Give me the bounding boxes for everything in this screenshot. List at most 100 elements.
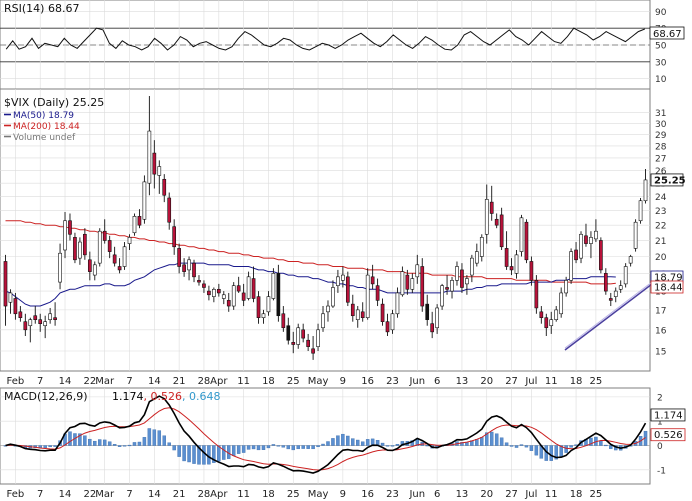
macd-histogram-bar <box>187 445 191 463</box>
candle-body <box>28 319 33 327</box>
macd-histogram-bar <box>529 445 534 451</box>
candle-body <box>13 298 18 315</box>
macd-histogram-bar <box>321 443 325 446</box>
macd-histogram-bar <box>301 445 305 449</box>
legend-label: MA(200) 18.44 <box>13 122 80 132</box>
macd-histogram-bar <box>102 439 107 446</box>
macd-histogram-bar <box>316 445 320 448</box>
candle-body <box>306 339 310 347</box>
macd-histogram-bar <box>604 444 608 447</box>
macd-histogram-bar <box>504 442 509 446</box>
macd-histogram-bar <box>261 445 266 450</box>
candle-body <box>628 256 633 264</box>
macd-histogram-bar <box>331 438 335 446</box>
price-last-label: 18.79 <box>654 272 683 283</box>
candle-body <box>370 276 375 285</box>
candle-body <box>584 235 588 244</box>
macd-histogram-bar <box>202 445 206 465</box>
macd-histogram-bar <box>554 445 558 460</box>
candle-body <box>276 273 281 317</box>
macd-histogram-bar <box>460 442 464 446</box>
macd-histogram-bar <box>236 445 241 454</box>
macd-histogram-bar <box>142 437 147 446</box>
rsi-panel: 9070503010 RSI(14) 68.67 68.67 <box>0 0 685 90</box>
macd-title-prefix: MACD(12,26,9) <box>4 390 88 403</box>
price-tick-label: 21 <box>655 237 666 247</box>
macd-histogram-bar <box>346 435 350 446</box>
ma200-line <box>5 220 616 285</box>
x-axis-label: Jun <box>408 376 425 387</box>
x-axis-label: 11 <box>545 376 558 387</box>
candle-body <box>8 292 13 303</box>
x-axis-label: 28 <box>198 376 211 387</box>
candle-body <box>380 303 385 322</box>
candle-body <box>599 240 603 271</box>
candle-body <box>78 241 82 259</box>
candle-body <box>519 217 524 252</box>
macd-histogram-bar <box>157 430 162 446</box>
candle-body <box>311 348 315 354</box>
candle-body <box>549 319 554 327</box>
price-last-label: 25.25 <box>654 175 686 186</box>
candle-body <box>633 221 638 249</box>
x-axis-label: 22 <box>83 376 96 387</box>
macd-histogram-bar <box>43 445 47 448</box>
x-axis-label: Feb <box>7 376 25 387</box>
macd-histogram-bar <box>132 442 137 446</box>
rsi-tick-label: 10 <box>655 75 667 85</box>
macd-histogram-bar <box>152 429 157 446</box>
macd-line <box>5 395 647 474</box>
macd-histogram-bar <box>286 445 291 450</box>
macd-histogram-bar <box>360 441 365 446</box>
x-axis-label: 21 <box>173 376 186 387</box>
macd-histogram-bar <box>485 432 489 446</box>
x-axis-label: 11 <box>237 489 250 500</box>
candle-body <box>261 313 266 319</box>
macd-histogram-bar <box>98 439 102 446</box>
macd-histogram-bar <box>177 445 181 457</box>
candle-body <box>33 315 38 320</box>
candle-body <box>638 200 643 222</box>
candle-body <box>415 264 420 278</box>
candle-body <box>132 216 137 234</box>
macd-value: , 0.648 <box>182 390 220 403</box>
macd-last-label: 1.174 <box>654 410 683 421</box>
candle-body <box>534 280 539 309</box>
x-axis-label: 18 <box>262 376 275 387</box>
candle-body <box>301 329 306 339</box>
candle-body <box>251 278 256 299</box>
x-axis-label: 25 <box>287 489 300 500</box>
x-axis-label: 9 <box>340 376 346 387</box>
macd-histogram-bar <box>326 441 330 446</box>
candle-body <box>152 152 157 175</box>
candle-body <box>365 274 370 319</box>
candle-body <box>574 249 578 261</box>
macd-histogram-bar <box>48 445 52 448</box>
candle-body <box>564 280 568 294</box>
candle-body <box>405 274 410 290</box>
x-axis-label: Jul <box>524 489 537 500</box>
candle-body <box>623 266 628 285</box>
candle-body <box>569 251 573 281</box>
candle-body <box>236 285 241 292</box>
candle-body <box>266 296 271 313</box>
candle-body <box>331 287 335 307</box>
candle-body <box>202 283 206 288</box>
candle-body <box>484 199 489 235</box>
x-axis-label: 18 <box>262 489 275 500</box>
rsi-tick-label: 50 <box>655 42 667 52</box>
candle-body <box>594 230 598 240</box>
macd-histogram-bar <box>266 445 271 449</box>
rsi-tick-label: 90 <box>655 8 667 18</box>
macd-histogram-bar <box>341 433 345 446</box>
price-last-label: 18.44 <box>654 282 683 293</box>
candle-body <box>97 230 102 264</box>
candle-body <box>83 233 87 256</box>
candle-body <box>226 300 231 307</box>
macd-tick-label: -1 <box>657 466 666 476</box>
candle-body <box>494 218 499 226</box>
candle-body <box>499 214 504 248</box>
macd-histogram-bar <box>291 445 295 451</box>
macd-histogram-bar <box>311 445 315 450</box>
macd-histogram-bar <box>569 445 573 448</box>
